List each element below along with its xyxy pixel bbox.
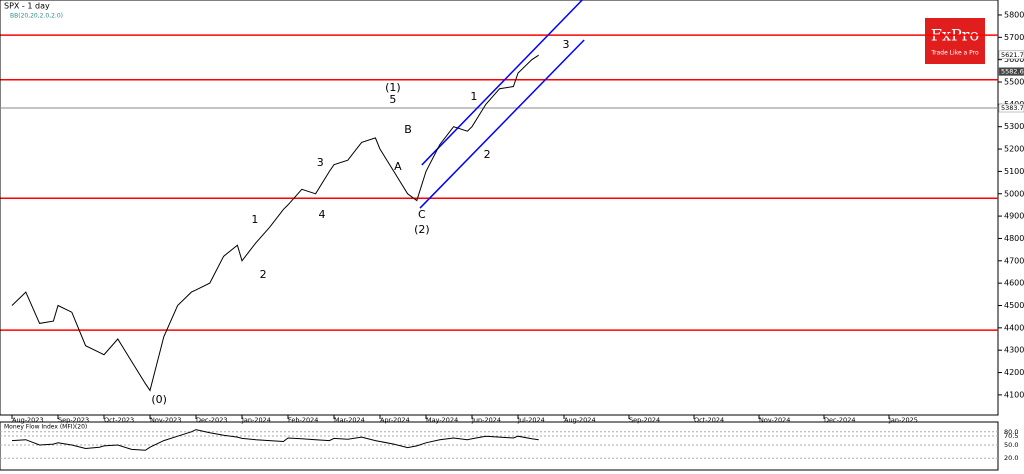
y-tick-label: 4700: [1004, 256, 1024, 265]
mfi-title: Money Flow Index (MFI)(20): [4, 424, 87, 431]
y-tick-label: 5300: [1004, 122, 1024, 131]
y-tick-label: 5100: [1004, 167, 1024, 176]
logo-tagline: Trade Like a Pro: [930, 50, 979, 57]
wave-label: (0): [151, 393, 167, 406]
x-tick-label: Dec-2024: [824, 416, 855, 424]
wave-label: 2: [484, 148, 491, 161]
y-tick-label: 5600: [1004, 55, 1024, 64]
wave-label: C: [418, 208, 426, 221]
y-tick-label: 4900: [1004, 212, 1024, 221]
wave-label: 4: [319, 208, 326, 221]
wave-label: 2: [260, 268, 267, 281]
y-tick-label: 5800: [1004, 10, 1024, 19]
x-tick-label: Aug-2024: [564, 416, 596, 424]
main-frame: [0, 0, 999, 416]
x-tick-label: Aug-2023: [12, 416, 44, 424]
x-tick-label: Apr-2024: [380, 416, 410, 424]
x-tick-label: Jan-2025: [888, 416, 918, 424]
x-tick-label: Jul-2024: [517, 416, 545, 424]
price-label: 5383.7: [1001, 104, 1024, 112]
chart-title: SPX - 1 day: [4, 2, 50, 11]
channel-line: [421, 0, 583, 166]
y-tick-label: 4400: [1004, 323, 1024, 332]
series-line: [11, 429, 539, 451]
y-tick-label: 4500: [1004, 301, 1024, 310]
wave-label: 3: [317, 156, 324, 169]
wave-label: (1): [385, 81, 401, 94]
x-tick-label: Jun-2024: [471, 416, 501, 424]
wave-label: A: [394, 160, 402, 173]
mfi-tick-label: 80.0: [1004, 428, 1018, 436]
wave-label: 5: [389, 93, 396, 106]
y-tick-label: 5000: [1004, 189, 1024, 198]
y-tick-label: 4100: [1004, 390, 1024, 399]
mfi-tick-label: 50.0: [1004, 441, 1018, 449]
wave-label: (2): [414, 223, 430, 236]
price-label: 5582.6: [1001, 68, 1024, 76]
logo-box: [925, 18, 985, 64]
wave-label: 1: [251, 213, 258, 226]
x-tick-label: Sep-2023: [58, 416, 89, 424]
price-label-box: [998, 67, 1024, 76]
x-tick-label: Nov-2023: [150, 416, 181, 424]
x-tick-label: Sep-2024: [629, 416, 660, 424]
y-tick-label: 5700: [1004, 33, 1024, 42]
price-label-box: [998, 103, 1024, 113]
mfi-tick-label: 20.0: [1004, 454, 1018, 462]
indicator-label: BB(20,20,2.0,2.0): [10, 13, 63, 20]
y-tick-label: 4800: [1004, 234, 1024, 243]
x-tick-label: Mar-2024: [334, 416, 365, 424]
wave-label: 3: [562, 38, 569, 51]
y-tick-label: 5200: [1004, 145, 1024, 154]
series-line: [11, 54, 539, 392]
x-tick-label: Feb-2024: [288, 416, 318, 424]
x-tick-label: Nov-2024: [759, 416, 790, 424]
x-tick-label: May-2024: [426, 416, 458, 424]
y-tick-label: 4600: [1004, 279, 1024, 288]
price-label-box: [998, 50, 1024, 60]
price-label: 5621.7: [1001, 51, 1024, 59]
mfi-frame: [0, 421, 999, 471]
x-tick-label: Jan-2024: [241, 416, 271, 424]
wave-label: 1: [470, 90, 477, 103]
x-tick-label: Oct-2023: [104, 416, 134, 424]
wave-label: B: [404, 123, 412, 136]
y-tick-label: 4200: [1004, 368, 1024, 377]
mfi-tick-label: 70.5: [1004, 432, 1018, 440]
x-tick-label: Oct-2024: [694, 416, 724, 424]
x-tick-label: Dec-2023: [196, 416, 227, 424]
y-tick-label: 5500: [1004, 78, 1024, 87]
channel-line: [419, 39, 585, 209]
y-tick-label: 4300: [1004, 346, 1024, 355]
